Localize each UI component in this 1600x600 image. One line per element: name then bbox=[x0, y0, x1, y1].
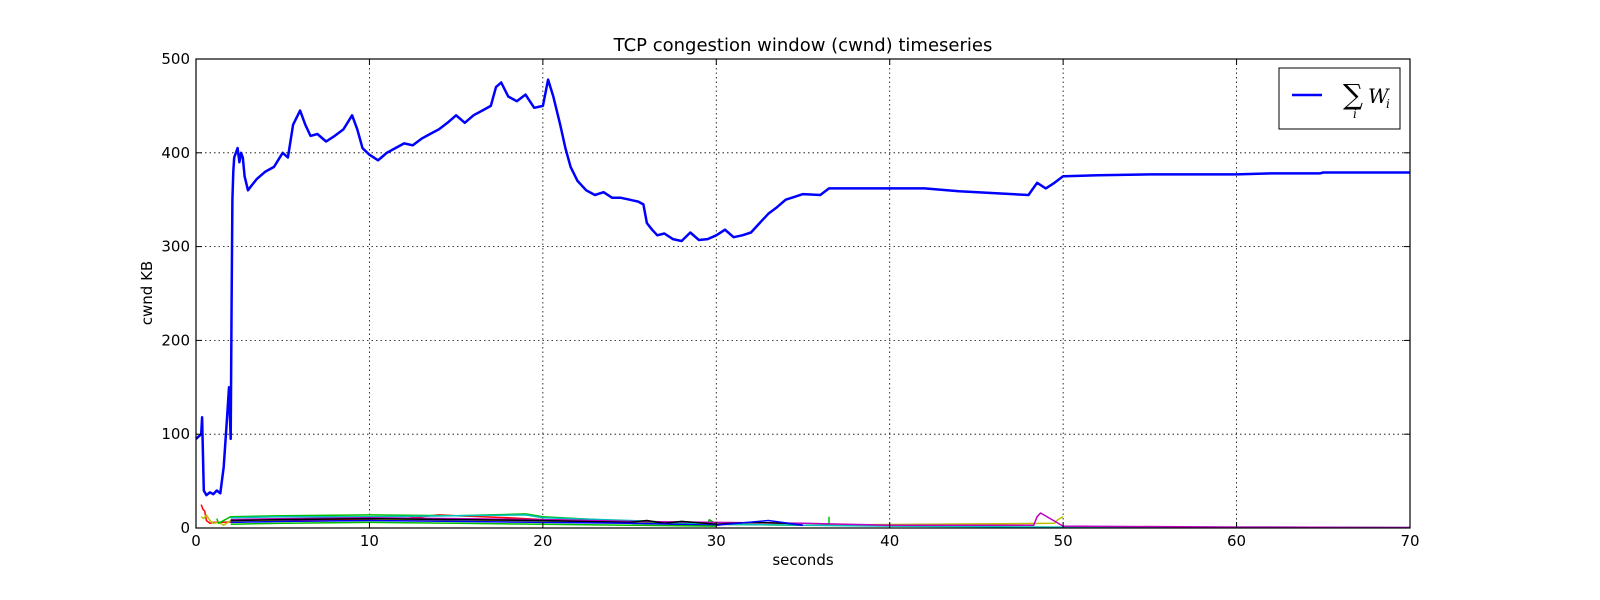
x-tick-label: 10 bbox=[360, 532, 379, 550]
y-tick-label: 100 bbox=[161, 425, 190, 443]
series-layer bbox=[195, 78, 1411, 529]
x-axis-label: seconds bbox=[772, 551, 833, 569]
plot-frame bbox=[195, 58, 1411, 529]
legend: ∑ i W i bbox=[1278, 67, 1401, 130]
legend-term: W bbox=[1368, 84, 1390, 108]
x-tick-label: 60 bbox=[1227, 532, 1246, 550]
legend-term-sub: i bbox=[1386, 97, 1390, 111]
x-tick-label: 0 bbox=[191, 532, 201, 550]
x-tick-label: 70 bbox=[1400, 532, 1419, 550]
legend-sigma-sub: i bbox=[1353, 107, 1357, 121]
y-tick-label: 300 bbox=[161, 238, 190, 256]
axis-ticks: 0 10 20 30 40 50 60 70 0 100 200 300 400 500 bbox=[161, 50, 1419, 550]
y-tick-label: 200 bbox=[161, 331, 190, 349]
y-tick-label: 0 bbox=[180, 519, 190, 537]
x-tick-label: 30 bbox=[707, 532, 726, 550]
series-line-aggregate-cwnd bbox=[195, 78, 1410, 497]
legend-box bbox=[1278, 67, 1401, 130]
x-tick-label: 50 bbox=[1054, 532, 1073, 550]
x-tick-label: 40 bbox=[880, 532, 899, 550]
y-tick-label: 400 bbox=[161, 144, 190, 162]
grid-lines bbox=[196, 59, 1410, 528]
legend-sigma: ∑ bbox=[1343, 78, 1363, 111]
series-line-flow-5 bbox=[230, 512, 1411, 529]
x-tick-label: 20 bbox=[533, 532, 552, 550]
y-axis-label: cwnd KB bbox=[138, 261, 156, 325]
chart-title: TCP congestion window (cwnd) timeseries bbox=[613, 35, 993, 56]
series-line-flow-8 bbox=[230, 521, 717, 527]
y-tick-label: 500 bbox=[161, 50, 190, 68]
